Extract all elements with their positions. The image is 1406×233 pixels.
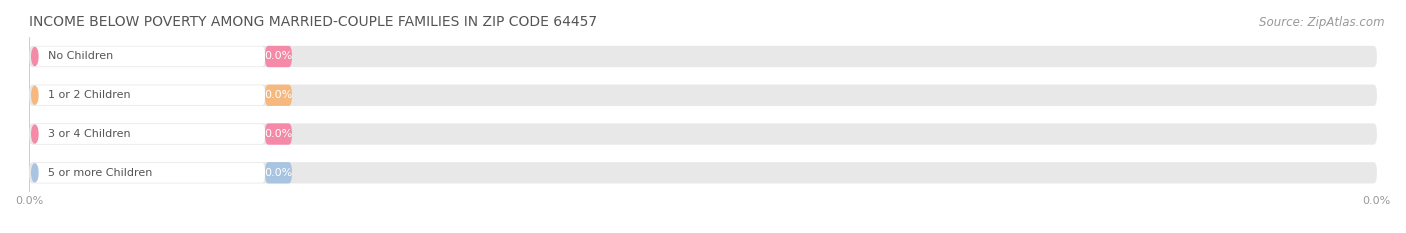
FancyBboxPatch shape xyxy=(30,123,1376,145)
Text: No Children: No Children xyxy=(48,51,114,62)
Text: INCOME BELOW POVERTY AMONG MARRIED-COUPLE FAMILIES IN ZIP CODE 64457: INCOME BELOW POVERTY AMONG MARRIED-COUPL… xyxy=(30,15,598,29)
FancyBboxPatch shape xyxy=(34,124,264,144)
FancyBboxPatch shape xyxy=(264,123,292,145)
FancyBboxPatch shape xyxy=(264,162,292,183)
Text: 0.0%: 0.0% xyxy=(264,90,292,100)
Text: 3 or 4 Children: 3 or 4 Children xyxy=(48,129,131,139)
Circle shape xyxy=(32,164,38,182)
FancyBboxPatch shape xyxy=(30,46,1376,67)
Text: 1 or 2 Children: 1 or 2 Children xyxy=(48,90,131,100)
FancyBboxPatch shape xyxy=(34,47,264,66)
FancyBboxPatch shape xyxy=(30,85,1376,106)
FancyBboxPatch shape xyxy=(34,163,264,183)
Circle shape xyxy=(32,86,38,104)
Text: 0.0%: 0.0% xyxy=(264,168,292,178)
FancyBboxPatch shape xyxy=(264,46,292,67)
Circle shape xyxy=(32,125,38,143)
Circle shape xyxy=(32,48,38,65)
FancyBboxPatch shape xyxy=(34,85,264,105)
FancyBboxPatch shape xyxy=(30,162,1376,183)
Text: 5 or more Children: 5 or more Children xyxy=(48,168,152,178)
Text: 0.0%: 0.0% xyxy=(264,51,292,62)
Text: Source: ZipAtlas.com: Source: ZipAtlas.com xyxy=(1260,16,1385,29)
Text: 0.0%: 0.0% xyxy=(264,129,292,139)
FancyBboxPatch shape xyxy=(264,85,292,106)
